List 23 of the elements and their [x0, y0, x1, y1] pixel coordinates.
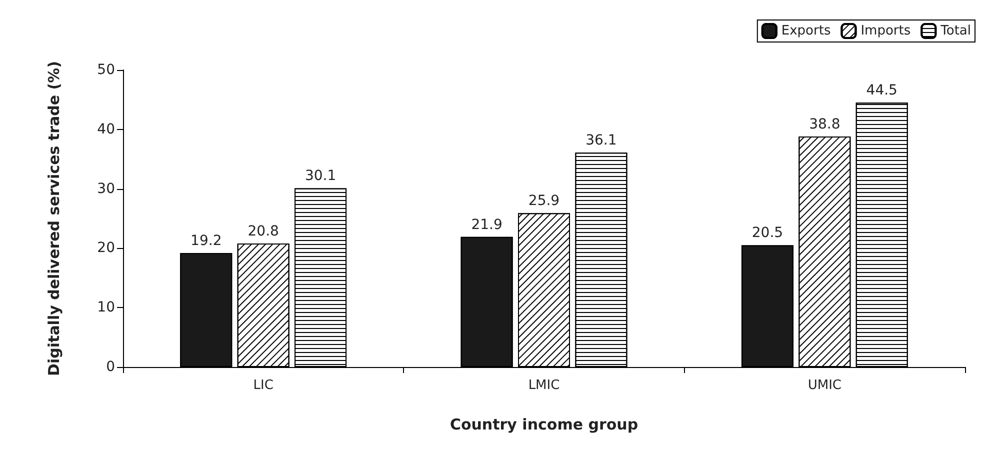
- legend-label: Imports: [860, 24, 911, 38]
- data-label: 19.2: [190, 232, 222, 249]
- data-label: 38.8: [809, 116, 840, 133]
- data-label: 44.5: [866, 82, 898, 99]
- y-tick-label: 20: [97, 240, 115, 256]
- data-label: 21.9: [471, 216, 502, 233]
- data-label: 30.1: [304, 168, 336, 184]
- legend-label: Exports: [781, 24, 831, 38]
- x-axis-title: Country income group: [450, 416, 638, 434]
- x-tick-label: LMIC: [528, 378, 560, 393]
- data-label: 20.5: [752, 225, 784, 242]
- y-tick-label: 10: [97, 300, 115, 316]
- x-tick-label: LIC: [253, 378, 274, 393]
- y-tick-label: 30: [97, 180, 115, 197]
- data-label: 36.1: [586, 132, 617, 149]
- y-axis-title: Digitally delivered services trade (%): [45, 61, 63, 376]
- legend-label: Total: [940, 24, 972, 38]
- x-tick-label: UMIC: [808, 378, 842, 393]
- y-tick-label: 40: [97, 121, 115, 138]
- y-tick-label: 50: [97, 62, 115, 78]
- y-tick-label: 0: [106, 359, 115, 375]
- data-label: 20.8: [248, 223, 279, 240]
- data-label: 25.9: [528, 193, 560, 210]
